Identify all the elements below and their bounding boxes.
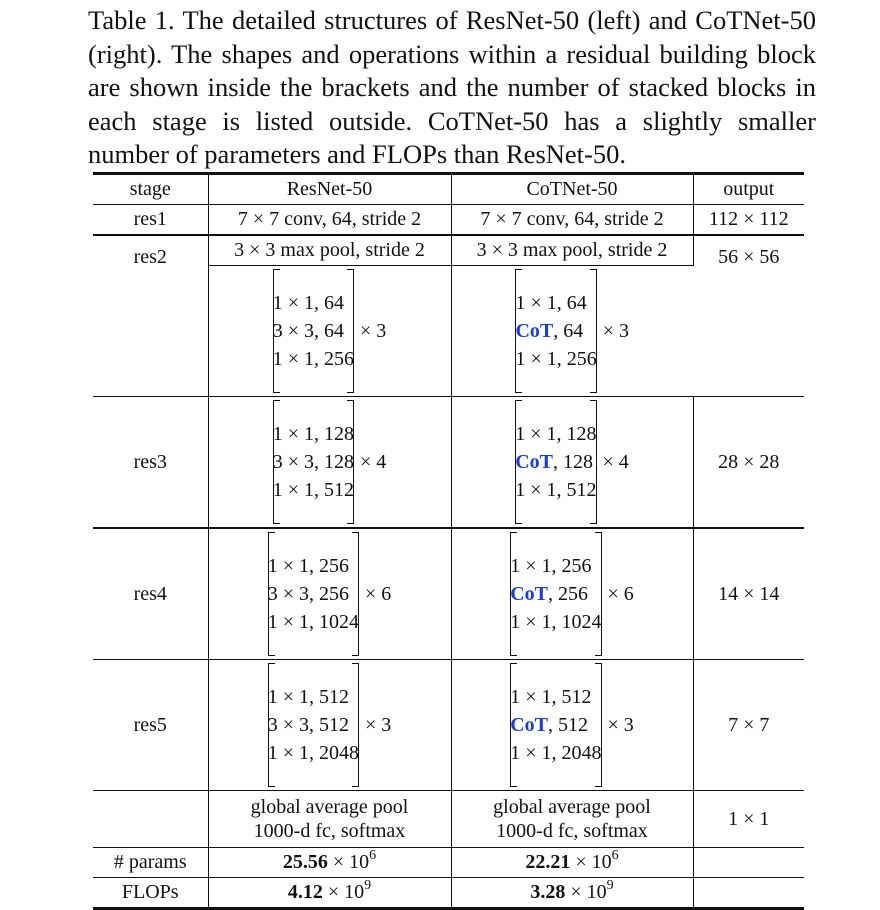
block-line: 1 × 1, 512	[510, 686, 592, 708]
params-label: # params	[93, 847, 209, 878]
block-line: 1 × 1, 128	[272, 423, 354, 445]
cotnet-res2-pool: 3 × 3 max pool, stride 2	[451, 235, 694, 266]
block-line: 1 × 1, 256	[510, 555, 592, 577]
head-line: 1000-d fc, softmax	[253, 820, 406, 842]
stage-label: res1	[93, 204, 209, 235]
stage-label: res3	[93, 396, 209, 528]
row-params: # params 25.56 × 106 22.21 × 106	[93, 847, 804, 878]
stage-label-empty	[93, 790, 209, 848]
block-multiplier: × 6	[607, 582, 634, 605]
row-res5: res5 1 × 1, 512 3 × 3, 512 1 × 1, 2048 ×…	[93, 659, 804, 791]
block-line: 1 × 1, 256	[272, 348, 354, 370]
flops-label: FLOPs	[93, 877, 209, 910]
cotnet-res4-block: 1 × 1, 256 CoT, 256 1 × 1, 1024 × 6	[451, 528, 694, 660]
block-line: 1 × 1, 256	[267, 555, 349, 577]
head-line: 1000-d fc, softmax	[496, 820, 648, 842]
resnet-res4-block: 1 × 1, 256 3 × 3, 256 1 × 1, 1024 × 6	[208, 528, 452, 660]
header-resnet: ResNet-50	[208, 173, 452, 205]
row-head: global average pool 1000-d fc, softmax g…	[93, 790, 804, 848]
resnet-params: 25.56 × 106	[208, 847, 452, 878]
resnet-res3-block: 1 × 1, 128 3 × 3, 128 1 × 1, 512 × 4	[208, 396, 452, 528]
block-multiplier: × 3	[365, 713, 392, 736]
block-multiplier: × 3	[360, 319, 387, 342]
output-flops-empty	[693, 877, 804, 910]
cot-label: CoT	[515, 320, 554, 342]
block-line: 3 × 3, 64	[272, 320, 344, 342]
block-multiplier: × 4	[360, 450, 387, 473]
row-res1: res1 7 × 7 conv, 64, stride 2 7 × 7 conv…	[93, 204, 804, 235]
output-res5: 7 × 7	[728, 713, 770, 736]
row-res4: res4 1 × 1, 256 3 × 3, 256 1 × 1, 1024 ×…	[93, 528, 804, 660]
row-res3: res3 1 × 1, 128 3 × 3, 128 1 × 1, 512 × …	[93, 396, 804, 528]
block-line: 1 × 1, 128	[515, 423, 597, 445]
block-multiplier: × 4	[602, 450, 629, 473]
table-caption: Table 1. The detailed structures of ResN…	[88, 5, 816, 169]
structure-table: stage ResNet-50 CoTNet-50 output res1 7 …	[93, 172, 804, 910]
block-line: 3 × 3, 128	[272, 451, 354, 473]
block-line: 3 × 3, 256	[267, 583, 349, 605]
row-flops: FLOPs 4.12 × 109 3.28 × 109	[93, 877, 804, 910]
block-line: , 256	[548, 583, 589, 605]
header-row: stage ResNet-50 CoTNet-50 output	[93, 173, 804, 205]
cotnet-res2-block: 1 × 1, 64 CoT, 64 1 × 1, 256 × 3	[451, 266, 693, 397]
cotnet-params: 22.21 × 106	[451, 847, 694, 878]
block-line: , 64	[553, 320, 584, 342]
header-output: output	[693, 173, 804, 205]
resnet-res2-block: 1 × 1, 64 3 × 3, 64 1 × 1, 256 × 3	[208, 265, 452, 397]
block-line: 1 × 1, 1024	[267, 611, 359, 633]
block-line: 3 × 3, 512	[267, 714, 349, 736]
row-res2-pool: res2 3 × 3 max pool, stride 2 3 × 3 max …	[93, 235, 804, 397]
resnet-res5-block: 1 × 1, 512 3 × 3, 512 1 × 1, 2048 × 3	[208, 659, 452, 791]
block-line: 1 × 1, 2048	[510, 742, 602, 764]
stage-label: res2	[93, 235, 209, 397]
block-line: , 512	[548, 714, 589, 736]
header-cotnet: CoTNet-50	[451, 173, 694, 205]
block-line: 1 × 1, 1024	[510, 611, 602, 633]
cot-label: CoT	[515, 451, 554, 473]
resnet-head: global average pool 1000-d fc, softmax	[208, 790, 452, 848]
block-line: 1 × 1, 512	[267, 686, 349, 708]
output-res2: 56 × 56	[718, 246, 780, 268]
block-line: 1 × 1, 64	[515, 292, 587, 314]
output-params-empty	[693, 848, 804, 878]
stage-label: res5	[93, 659, 209, 791]
cotnet-res5-block: 1 × 1, 512 CoT, 512 1 × 1, 2048 × 3	[451, 659, 694, 791]
block-line: , 128	[553, 451, 594, 473]
cotnet-res3-block: 1 × 1, 128 CoT, 128 1 × 1, 512 × 4	[451, 396, 694, 528]
block-line: 1 × 1, 2048	[267, 742, 359, 764]
block-line: 1 × 1, 64	[272, 292, 344, 314]
row-res2-block: 1 × 1, 64 3 × 3, 64 1 × 1, 256 × 3 1 × 1…	[93, 265, 804, 397]
block-line: 1 × 1, 512	[272, 479, 354, 501]
block-multiplier: × 6	[365, 582, 392, 605]
head-line: global average pool	[250, 796, 409, 818]
block-line: 1 × 1, 256	[515, 348, 597, 370]
head-line: global average pool	[493, 796, 651, 818]
block-line: 1 × 1, 512	[515, 479, 597, 501]
output-head: 1 × 1	[728, 808, 770, 830]
block-multiplier: × 3	[607, 713, 634, 736]
cotnet-head: global average pool 1000-d fc, softmax	[451, 790, 694, 848]
stage-label: res4	[93, 528, 209, 660]
resnet-flops: 4.12 × 109	[208, 877, 452, 910]
output-res4: 14 × 14	[718, 582, 780, 605]
output-res3: 28 × 28	[718, 450, 780, 473]
block-multiplier: × 3	[602, 319, 630, 342]
cotnet-res1: 7 × 7 conv, 64, stride 2	[451, 204, 694, 235]
cot-label: CoT	[510, 583, 549, 605]
resnet-res1: 7 × 7 conv, 64, stride 2	[208, 204, 452, 235]
resnet-res2-pool: 3 × 3 max pool, stride 2	[208, 235, 452, 266]
header-stage: stage	[93, 173, 209, 205]
cotnet-flops: 3.28 × 109	[451, 877, 694, 910]
output-res1: 112 × 112	[708, 208, 789, 230]
